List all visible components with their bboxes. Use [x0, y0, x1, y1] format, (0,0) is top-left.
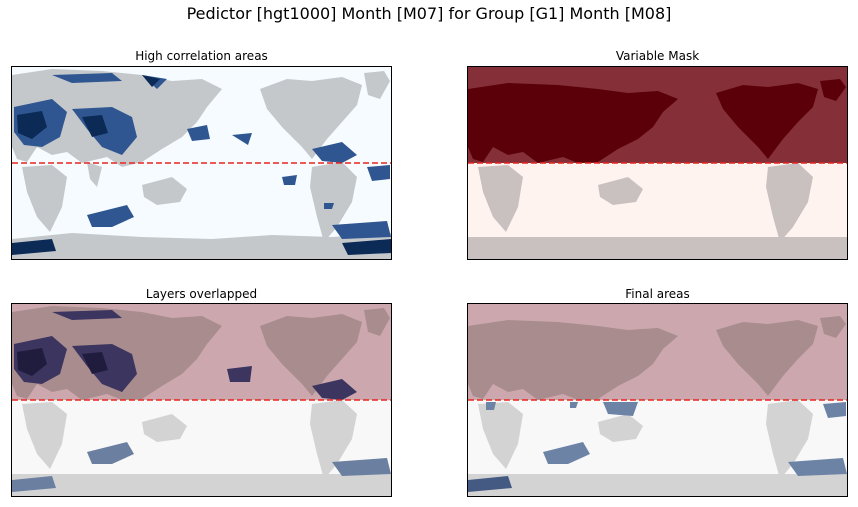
land-africa [478, 165, 523, 232]
layers-overlapped-map [11, 303, 392, 497]
land-australia [598, 177, 643, 205]
hc-region-southern-ocean [332, 221, 391, 239]
mask-land-north-america [716, 83, 818, 159]
overlapped-south-areas [12, 442, 391, 492]
final-region-small-2 [570, 402, 578, 408]
land-antarctica [12, 474, 391, 496]
mask-land-greenland [820, 316, 846, 338]
hc-region-siberia [52, 73, 122, 83]
final-region-southern-ocean [788, 458, 847, 476]
land-south-america [310, 162, 357, 242]
land-south-america [766, 400, 813, 479]
ovsouth-region-sw-pacific [87, 442, 134, 464]
mask-land-eurasia [468, 83, 678, 163]
mask-land-eurasia [468, 320, 678, 400]
hcs-region-europe [17, 111, 47, 139]
land-antarctica [468, 237, 847, 259]
land-australia [142, 177, 187, 205]
hcs-region-central-asia [82, 115, 108, 137]
ov-region-east-asia [227, 366, 252, 382]
mask-land [468, 316, 846, 400]
final-areas-map [467, 303, 848, 497]
mask-land-north-america [260, 314, 362, 396]
land-south-america [310, 400, 357, 479]
land-antarctica [468, 474, 847, 496]
unmasked-land [468, 163, 847, 259]
panel-title-variable-mask: Variable Mask [615, 49, 700, 63]
hcs-region-arctic [142, 75, 160, 87]
mask-land-greenland [820, 79, 846, 101]
final-region-south-atlantic [823, 402, 846, 418]
final-region-small-1 [486, 402, 496, 410]
land-australia [142, 414, 187, 442]
land-india [87, 162, 102, 187]
final-strong-far-south [468, 476, 512, 492]
hc-region-gulf [324, 203, 334, 209]
final-areas [486, 402, 847, 476]
ov-region-pacific-ne [312, 379, 357, 400]
land-australia [598, 414, 643, 442]
land-greenland [364, 71, 390, 99]
land-south-america [766, 163, 813, 242]
mask-land [468, 79, 846, 163]
unmasked-land [12, 400, 391, 496]
hc-region-bering [232, 133, 252, 145]
final-region-tropical [603, 402, 638, 416]
land-north-america [260, 77, 362, 159]
panel-title-high-correlation: High correlation areas [135, 49, 268, 63]
high-correlation-strong [12, 75, 391, 255]
ovs-region-central-asia [82, 352, 108, 374]
final-areas-strong [468, 476, 512, 492]
mask-land-north-america [716, 320, 818, 396]
ovsouth-region-southern-ocean [332, 458, 391, 476]
ovsouth-region-far-south [12, 476, 56, 492]
panel-title-layers-overlapped: Layers overlapped [145, 287, 258, 301]
unmasked-land [468, 400, 847, 496]
ovs-region-europe [17, 348, 47, 376]
hc-region-pacific-ne [312, 142, 357, 163]
hc-region-east-asia [187, 125, 210, 141]
land-africa [22, 165, 67, 232]
mask-land-greenland [364, 308, 390, 336]
figure-title: Pedictor [hgt1000] Month [M07] for Group… [186, 4, 672, 23]
variable-mask-map [467, 66, 848, 260]
high-correlation-map [11, 66, 392, 260]
ov-region-siberia [52, 310, 122, 320]
land-africa [22, 402, 67, 469]
land-africa [478, 402, 523, 469]
hc-region-tropical [282, 175, 297, 185]
hc-region-sw-pacific [87, 205, 134, 227]
overlapped-high-correlation-strong [17, 348, 108, 376]
hcs-region-southern-ocean-west [12, 239, 56, 255]
final-region-sw-pacific [543, 442, 590, 464]
land-antarctica [12, 233, 391, 259]
hc-region-south-atlantic [367, 165, 390, 181]
hcs-region-southern-ocean-east [342, 239, 391, 255]
panel-title-final-areas: Final areas [625, 287, 690, 301]
